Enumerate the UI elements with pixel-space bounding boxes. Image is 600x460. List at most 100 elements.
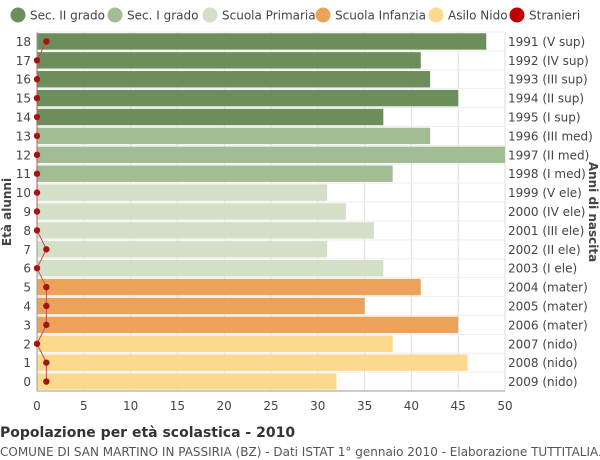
bar <box>37 33 487 50</box>
bar <box>37 373 337 390</box>
stranieri-point <box>43 378 50 385</box>
legend-marker <box>509 7 525 23</box>
age-label: 6 <box>23 262 31 276</box>
age-label: 5 <box>23 281 31 295</box>
birth-year-label: 2005 (mater) <box>508 299 588 313</box>
x-tick-label: 45 <box>451 399 466 413</box>
stranieri-point <box>33 113 41 121</box>
birth-year-label: 2004 (mater) <box>508 281 588 295</box>
x-tick-label: 35 <box>357 399 372 413</box>
stranieri-point <box>43 246 50 253</box>
bar <box>37 278 421 296</box>
legend-marker <box>202 7 218 23</box>
birth-year-label: 1995 (I sup) <box>508 111 581 125</box>
x-tick-label: 40 <box>404 399 419 413</box>
bar <box>37 89 459 107</box>
birth-year-label: 2000 (IV ele) <box>508 205 585 219</box>
age-label: 10 <box>16 186 31 200</box>
age-label: 4 <box>23 299 31 313</box>
legend-marker <box>315 7 331 23</box>
stranieri-point <box>33 57 41 64</box>
age-label: 16 <box>16 73 31 87</box>
legend-label: Stranieri <box>529 9 580 23</box>
stranieri-point <box>33 151 41 159</box>
bar <box>37 259 384 277</box>
age-label: 12 <box>16 148 31 162</box>
legend-label: Sec. I grado <box>127 9 198 23</box>
birth-year-label: 2007 (nido) <box>508 337 578 351</box>
legend-label: Sec. II grado <box>30 9 105 23</box>
x-tick-label: 25 <box>263 399 278 413</box>
x-tick-label: 15 <box>170 399 185 413</box>
age-label: 13 <box>16 129 31 143</box>
bar <box>37 71 431 88</box>
legend-label: Asilo Nido <box>448 9 508 23</box>
bar <box>37 316 459 334</box>
stranieri-point <box>43 321 50 329</box>
age-label: 11 <box>16 167 31 181</box>
age-label: 18 <box>16 35 31 49</box>
birth-year-label: 1997 (II med) <box>508 148 589 162</box>
age-label: 8 <box>23 224 31 238</box>
stranieri-point <box>33 189 41 196</box>
bar <box>37 52 421 69</box>
birth-year-label: 2008 (nido) <box>508 356 578 370</box>
bar <box>37 241 328 258</box>
age-label: 7 <box>23 243 31 257</box>
y-axis-title-right: Anni di nascita <box>586 162 600 262</box>
bar <box>37 165 393 182</box>
bar <box>37 146 505 164</box>
x-tick-label: 5 <box>80 399 88 413</box>
chart-footer-title: Popolazione per età scolastica - 2010 <box>0 425 296 441</box>
bar <box>37 203 346 220</box>
birth-year-label: 1993 (III sup) <box>508 73 588 87</box>
y-axis-title: Età alunni <box>0 178 14 246</box>
x-tick-label: 0 <box>33 399 41 413</box>
legend-label: Scuola Infanzia <box>335 9 426 23</box>
legend-marker <box>10 7 26 23</box>
age-label: 9 <box>23 205 31 219</box>
birth-year-label: 2003 (I ele) <box>508 262 577 276</box>
bar <box>37 335 393 352</box>
stranieri-point <box>43 359 50 366</box>
age-label: 1 <box>23 356 31 370</box>
stranieri-point <box>43 283 50 291</box>
age-label: 14 <box>16 111 31 125</box>
chart-footer-subtitle: COMUNE DI SAN MARTINO IN PASSIRIA (BZ) -… <box>0 445 600 459</box>
stranieri-point <box>43 38 50 45</box>
age-label: 3 <box>23 318 31 332</box>
legend-marker <box>107 7 123 23</box>
birth-year-label: 1992 (IV sup) <box>508 54 589 68</box>
stranieri-point <box>43 302 50 310</box>
x-tick-label: 10 <box>123 399 138 413</box>
birth-year-label: 2001 (III ele) <box>508 224 584 238</box>
birth-year-label: 1991 (V sup) <box>508 35 585 49</box>
stranieri-point <box>33 227 41 234</box>
age-label: 15 <box>16 92 31 106</box>
birth-year-label: 2009 (nido) <box>508 375 578 389</box>
stranieri-point <box>33 132 41 140</box>
bar <box>37 127 431 145</box>
age-label: 17 <box>16 54 31 68</box>
x-tick-label: 50 <box>497 399 512 413</box>
bar <box>37 354 468 371</box>
stranieri-point <box>33 170 41 177</box>
stranieri-point <box>33 94 41 102</box>
birth-year-label: 1994 (II sup) <box>508 92 584 106</box>
birth-year-label: 1996 (III med) <box>508 129 593 143</box>
stranieri-point <box>33 208 41 215</box>
stranieri-point <box>33 340 41 347</box>
bar <box>37 108 384 126</box>
x-tick-label: 20 <box>217 399 232 413</box>
stranieri-point <box>33 76 41 83</box>
stranieri-point <box>33 264 41 272</box>
age-label: 2 <box>23 337 31 351</box>
x-tick-label: 30 <box>310 399 325 413</box>
birth-year-label: 1999 (V ele) <box>508 186 582 200</box>
birth-year-label: 2006 (mater) <box>508 318 588 332</box>
birth-year-label: 1998 (I med) <box>508 167 586 181</box>
bar <box>37 184 328 201</box>
birth-year-label: 2002 (II ele) <box>508 243 581 257</box>
bar <box>37 222 374 239</box>
